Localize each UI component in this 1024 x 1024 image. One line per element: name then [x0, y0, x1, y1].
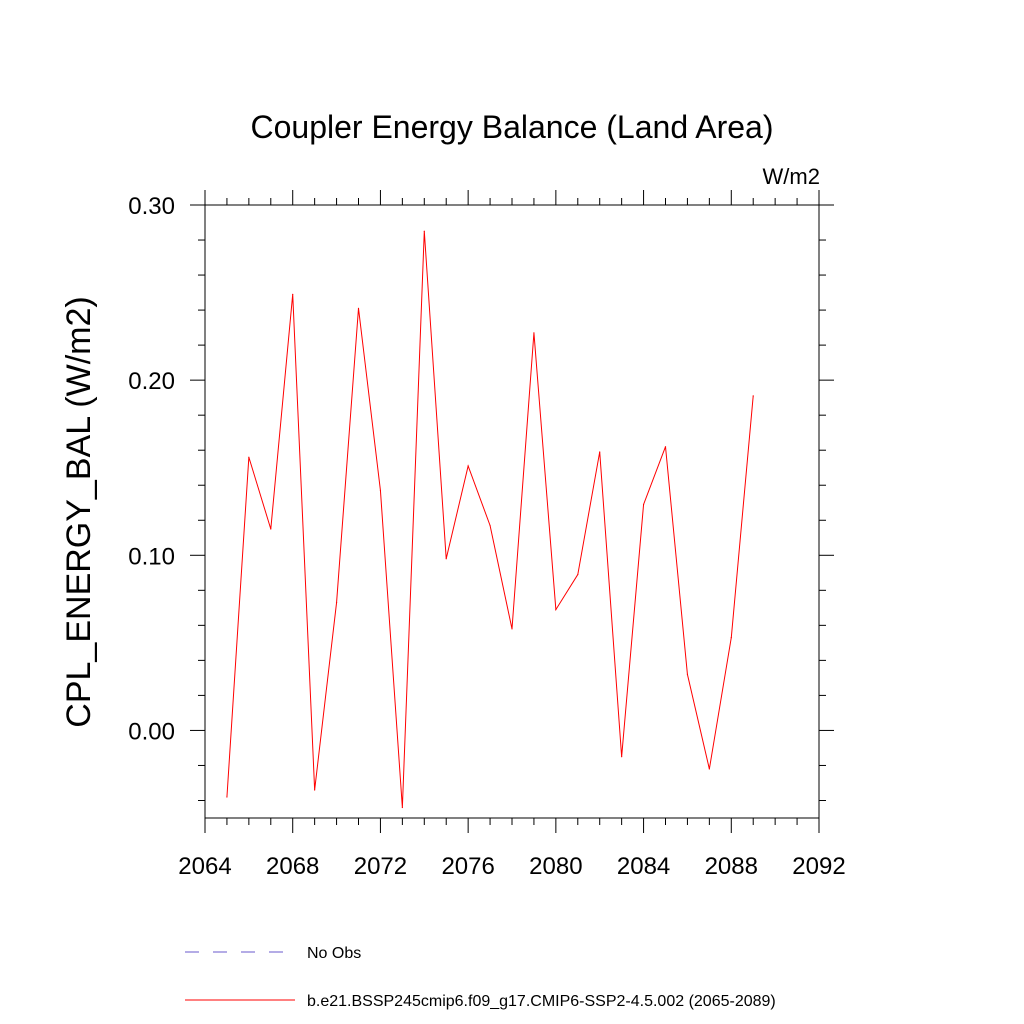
- data-point: [686, 673, 689, 675]
- x-tick-label: 2088: [705, 853, 758, 880]
- data-point: [752, 395, 754, 397]
- legend: No Obs b.e21.BSSP245cmip6.f09_g17.CMIP6-S…: [185, 945, 776, 1010]
- chart-title: Coupler Energy Balance (Land Area): [251, 109, 774, 145]
- data-point: [621, 756, 623, 758]
- x-tick-label: 2076: [441, 853, 494, 880]
- data-point: [642, 503, 645, 506]
- data-point: [292, 293, 294, 295]
- y-tick-label: 0.20: [128, 368, 175, 395]
- data-point: [599, 451, 601, 453]
- data-point: [248, 456, 250, 458]
- data-point: [226, 796, 228, 798]
- data-point: [423, 230, 425, 232]
- series-line: [226, 231, 754, 808]
- x-tick-label: 2084: [617, 853, 670, 880]
- x-tick-label: 2064: [178, 853, 231, 880]
- axis-ticks: [190, 190, 834, 833]
- y-tick-label: 0.30: [128, 193, 175, 220]
- data-point: [533, 332, 535, 334]
- legend-label: No Obs: [307, 945, 361, 962]
- series-group: [226, 230, 754, 809]
- data-point: [357, 307, 360, 309]
- y-tick-label: 0.10: [128, 543, 175, 570]
- data-point: [708, 768, 710, 770]
- data-point: [577, 573, 579, 576]
- x-tick-label: 2080: [529, 853, 582, 880]
- plot-frame: [204, 204, 820, 819]
- legend-label: b.e21.BSSP245cmip6.f09_g17.CMIP6-SSP2-4.…: [307, 993, 776, 1010]
- data-point: [445, 558, 447, 560]
- data-point: [555, 608, 557, 611]
- y-axis-label: CPL_ENERGY_BAL (W/m2): [60, 296, 98, 727]
- tick-labels: 2064 2068 2072 2076 2080 2084 2088 2092 0.00 0.10…: [128, 193, 845, 880]
- data-point: [489, 524, 491, 527]
- x-tick-label: 2072: [354, 853, 407, 880]
- data-point: [511, 628, 513, 630]
- data-point: [467, 465, 469, 467]
- data-point: [664, 446, 667, 448]
- data-point: [335, 601, 338, 604]
- data-point: [730, 637, 732, 639]
- data-point: [270, 528, 272, 530]
- x-tick-label: 2068: [266, 853, 319, 880]
- y-tick-label: 0.00: [128, 718, 175, 745]
- units-label: W/m2: [763, 164, 820, 189]
- data-point: [314, 789, 316, 791]
- x-tick-label: 2092: [792, 853, 845, 880]
- data-point: [379, 489, 382, 492]
- data-point: [401, 806, 403, 809]
